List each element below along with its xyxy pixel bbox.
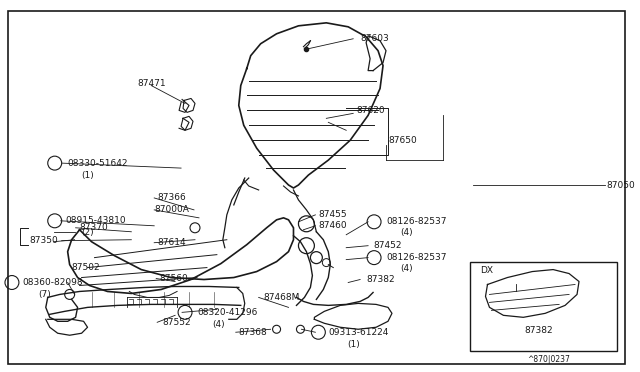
- Text: (2): (2): [81, 228, 94, 237]
- Text: (1): (1): [81, 170, 94, 180]
- Text: 87382: 87382: [524, 326, 553, 335]
- Text: (4): (4): [400, 228, 413, 237]
- Text: 87382: 87382: [366, 275, 395, 284]
- Text: 87460: 87460: [318, 221, 347, 230]
- Text: (4): (4): [212, 320, 225, 329]
- Text: 08126-82537: 08126-82537: [386, 253, 447, 262]
- Text: 08915-43810: 08915-43810: [66, 217, 126, 225]
- Text: 08126-82537: 08126-82537: [386, 217, 447, 226]
- Text: 87000A: 87000A: [154, 205, 189, 214]
- Text: 87620: 87620: [356, 106, 385, 115]
- Text: 08330-51642: 08330-51642: [68, 158, 128, 168]
- Text: 87502: 87502: [72, 263, 100, 272]
- Text: (1): (1): [348, 340, 360, 349]
- Text: 87455: 87455: [318, 210, 347, 219]
- Text: DX: DX: [481, 266, 493, 275]
- Text: 08320-41296: 08320-41296: [197, 308, 257, 317]
- Text: 87471: 87471: [138, 79, 166, 88]
- Text: 87452: 87452: [373, 241, 401, 250]
- Text: 09313-61224: 09313-61224: [328, 328, 388, 337]
- Text: 08360-82098: 08360-82098: [22, 278, 83, 287]
- Text: (4): (4): [400, 264, 413, 273]
- Text: 87552: 87552: [162, 318, 191, 327]
- Text: 87366: 87366: [157, 193, 186, 202]
- Text: 87650: 87650: [388, 136, 417, 145]
- Text: 87614: 87614: [157, 238, 186, 247]
- Text: 87468M: 87468M: [264, 293, 300, 302]
- Text: 87603: 87603: [360, 34, 389, 43]
- Text: 87560: 87560: [159, 274, 188, 283]
- Text: 87370: 87370: [79, 223, 108, 232]
- Text: 87350: 87350: [30, 236, 59, 245]
- Text: (7): (7): [38, 290, 51, 299]
- Bar: [470, 262, 617, 351]
- Text: 87050: 87050: [606, 180, 635, 189]
- Text: ^870|0237: ^870|0237: [527, 355, 570, 363]
- Text: 87368: 87368: [239, 328, 268, 337]
